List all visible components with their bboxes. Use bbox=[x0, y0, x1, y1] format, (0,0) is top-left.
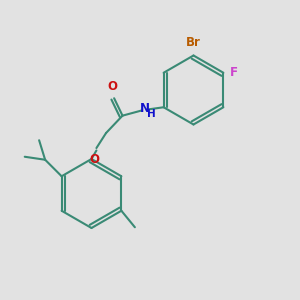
Text: N: N bbox=[140, 102, 150, 115]
Text: H: H bbox=[147, 109, 156, 119]
Text: O: O bbox=[89, 154, 99, 166]
Text: O: O bbox=[108, 80, 118, 93]
Text: F: F bbox=[230, 66, 238, 79]
Text: Br: Br bbox=[186, 36, 201, 49]
